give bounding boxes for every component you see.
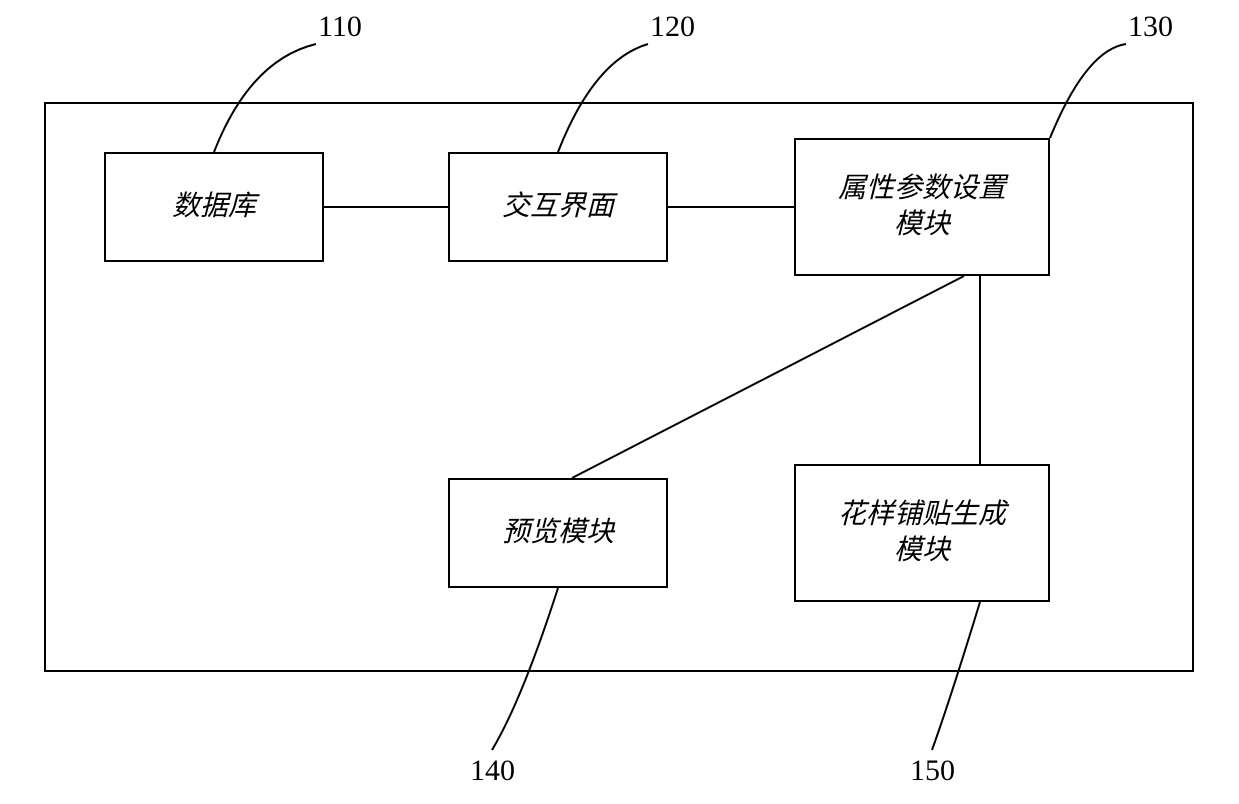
label-120: 120 (650, 10, 695, 44)
box-pattern-label: 花样铺贴生成 模块 (838, 497, 1006, 570)
box-preview-label: 预览模块 (502, 515, 614, 551)
box-database: 数据库 (104, 152, 324, 262)
label-150: 150 (910, 754, 955, 788)
label-140: 140 (470, 754, 515, 788)
box-database-label: 数据库 (172, 189, 256, 225)
box-pattern-gen: 花样铺贴生成 模块 (794, 464, 1050, 602)
box-ui: 交互界面 (448, 152, 668, 262)
box-attribute-settings: 属性参数设置 模块 (794, 138, 1050, 276)
label-130: 130 (1128, 10, 1173, 44)
box-preview: 预览模块 (448, 478, 668, 588)
box-attr-label: 属性参数设置 模块 (838, 171, 1006, 244)
label-110: 110 (318, 10, 362, 44)
box-ui-label: 交互界面 (502, 189, 614, 225)
